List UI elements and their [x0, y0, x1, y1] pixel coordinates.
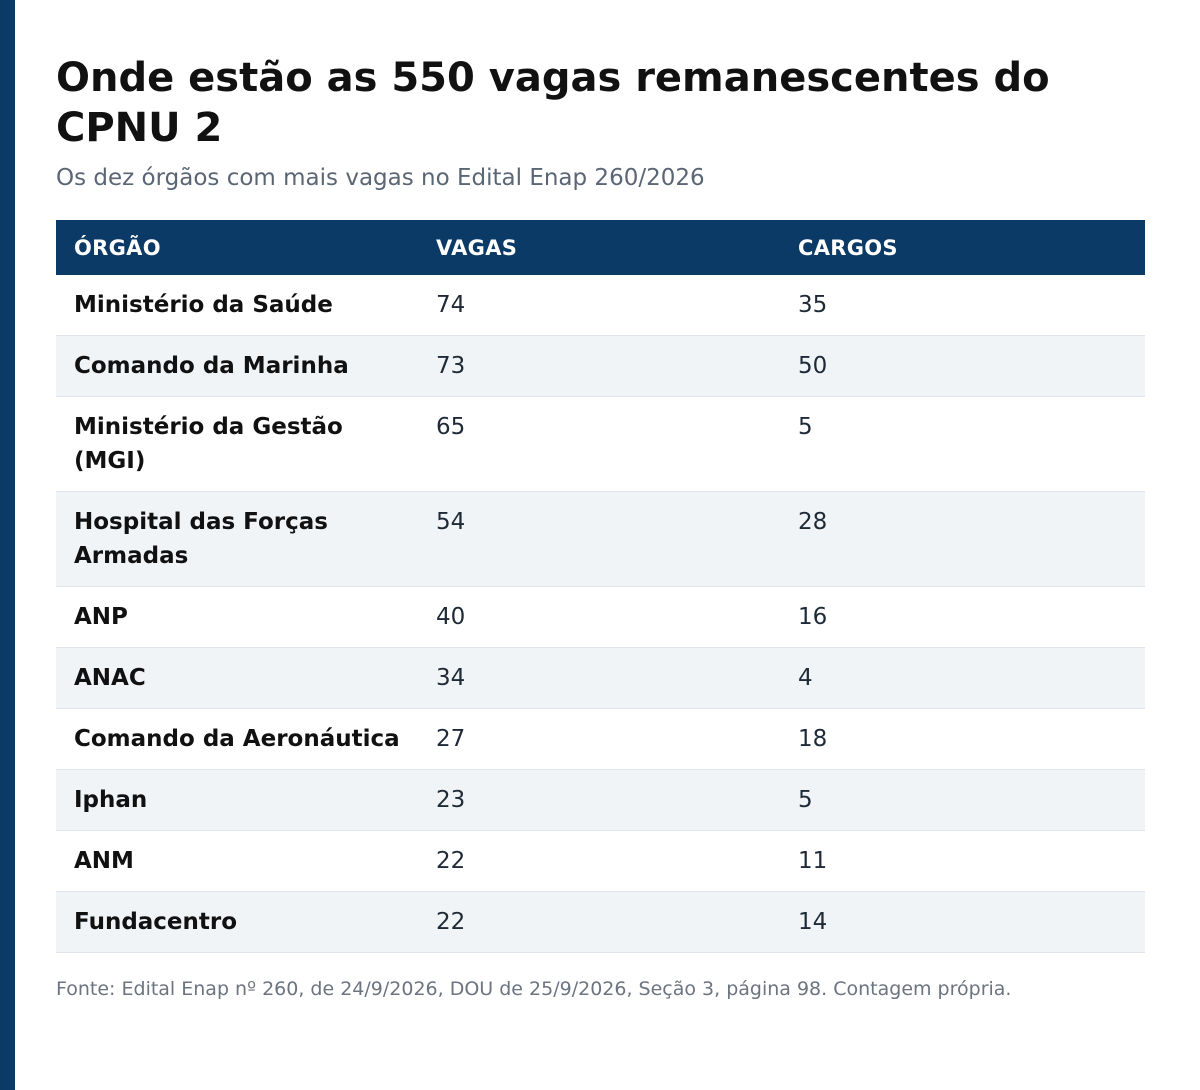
orgao-cell: Fundacentro [56, 891, 418, 953]
vagas-cell: 65 [418, 396, 780, 492]
cargos-cell: 5 [780, 769, 1145, 831]
vagas-cell: 34 [418, 647, 780, 709]
orgao-cell: Hospital das Forças Armadas [56, 491, 418, 587]
orgao-cell: ANM [56, 830, 418, 892]
table-row: Comando da Marinha 73 50 [56, 335, 1145, 397]
table-row: Ministério da Saúde 74 35 [56, 275, 1145, 336]
table-row: ANP 40 16 [56, 586, 1145, 648]
cargos-cell: 11 [780, 830, 1145, 892]
orgao-cell: Iphan [56, 769, 418, 831]
chart-subtitle: Os dez órgãos com mais vagas no Edital E… [56, 165, 705, 191]
chart-title: Onde estão as 550 vagas remanescentes do… [56, 55, 1050, 151]
vagas-cell: 74 [418, 275, 780, 336]
table-row: Comando da Aeronáutica 27 18 [56, 708, 1145, 770]
source-note: Fonte: Edital Enap nº 260, de 24/9/2026,… [56, 978, 1012, 1000]
table-row: Ministério da Gestão (MGI) 65 5 [56, 396, 1145, 492]
cargos-cell: 18 [780, 708, 1145, 770]
table-row: Hospital das Forças Armadas 54 28 [56, 491, 1145, 587]
cargos-cell: 16 [780, 586, 1145, 648]
cargos-cell: 28 [780, 491, 1145, 587]
column-header-orgao: ÓRGÃO [74, 235, 161, 260]
vagas-cell: 27 [418, 708, 780, 770]
table-row: ANM 22 11 [56, 830, 1145, 892]
table-row: Fundacentro 22 14 [56, 891, 1145, 953]
orgao-cell: ANAC [56, 647, 418, 709]
vagas-cell: 54 [418, 491, 780, 587]
orgao-cell: Ministério da Gestão (MGI) [56, 396, 418, 492]
orgao-cell: Comando da Marinha [56, 335, 418, 397]
table-row: Iphan 23 5 [56, 769, 1145, 831]
table-header-row: ÓRGÃO VAGAS CARGOS [56, 220, 1145, 275]
table-row: ANAC 34 4 [56, 647, 1145, 709]
cargos-cell: 14 [780, 891, 1145, 953]
chart-container: Onde estão as 550 vagas remanescentes do… [56, 53, 1145, 1002]
cargos-cell: 4 [780, 647, 1145, 709]
vagas-cell: 22 [418, 891, 780, 953]
column-header-vagas: VAGAS [436, 235, 518, 260]
orgao-cell: ANP [56, 586, 418, 648]
cargos-cell: 35 [780, 275, 1145, 336]
vagas-cell: 73 [418, 335, 780, 397]
accent-bar [0, 0, 15, 1090]
vagas-cell: 40 [418, 586, 780, 648]
orgao-cell: Comando da Aeronáutica [56, 708, 418, 770]
vagas-cell: 23 [418, 769, 780, 831]
cargos-cell: 5 [780, 396, 1145, 492]
vagas-cell: 22 [418, 830, 780, 892]
table-body: Ministério da Saúde 74 35 Comando da Marinh… [56, 275, 1145, 953]
data-table: ÓRGÃO VAGAS CARGOS Ministério da Saúde 74… [56, 220, 1145, 953]
column-header-cargos: CARGOS [798, 235, 898, 260]
cargos-cell: 50 [780, 335, 1145, 397]
orgao-cell: Ministério da Saúde [56, 275, 418, 336]
